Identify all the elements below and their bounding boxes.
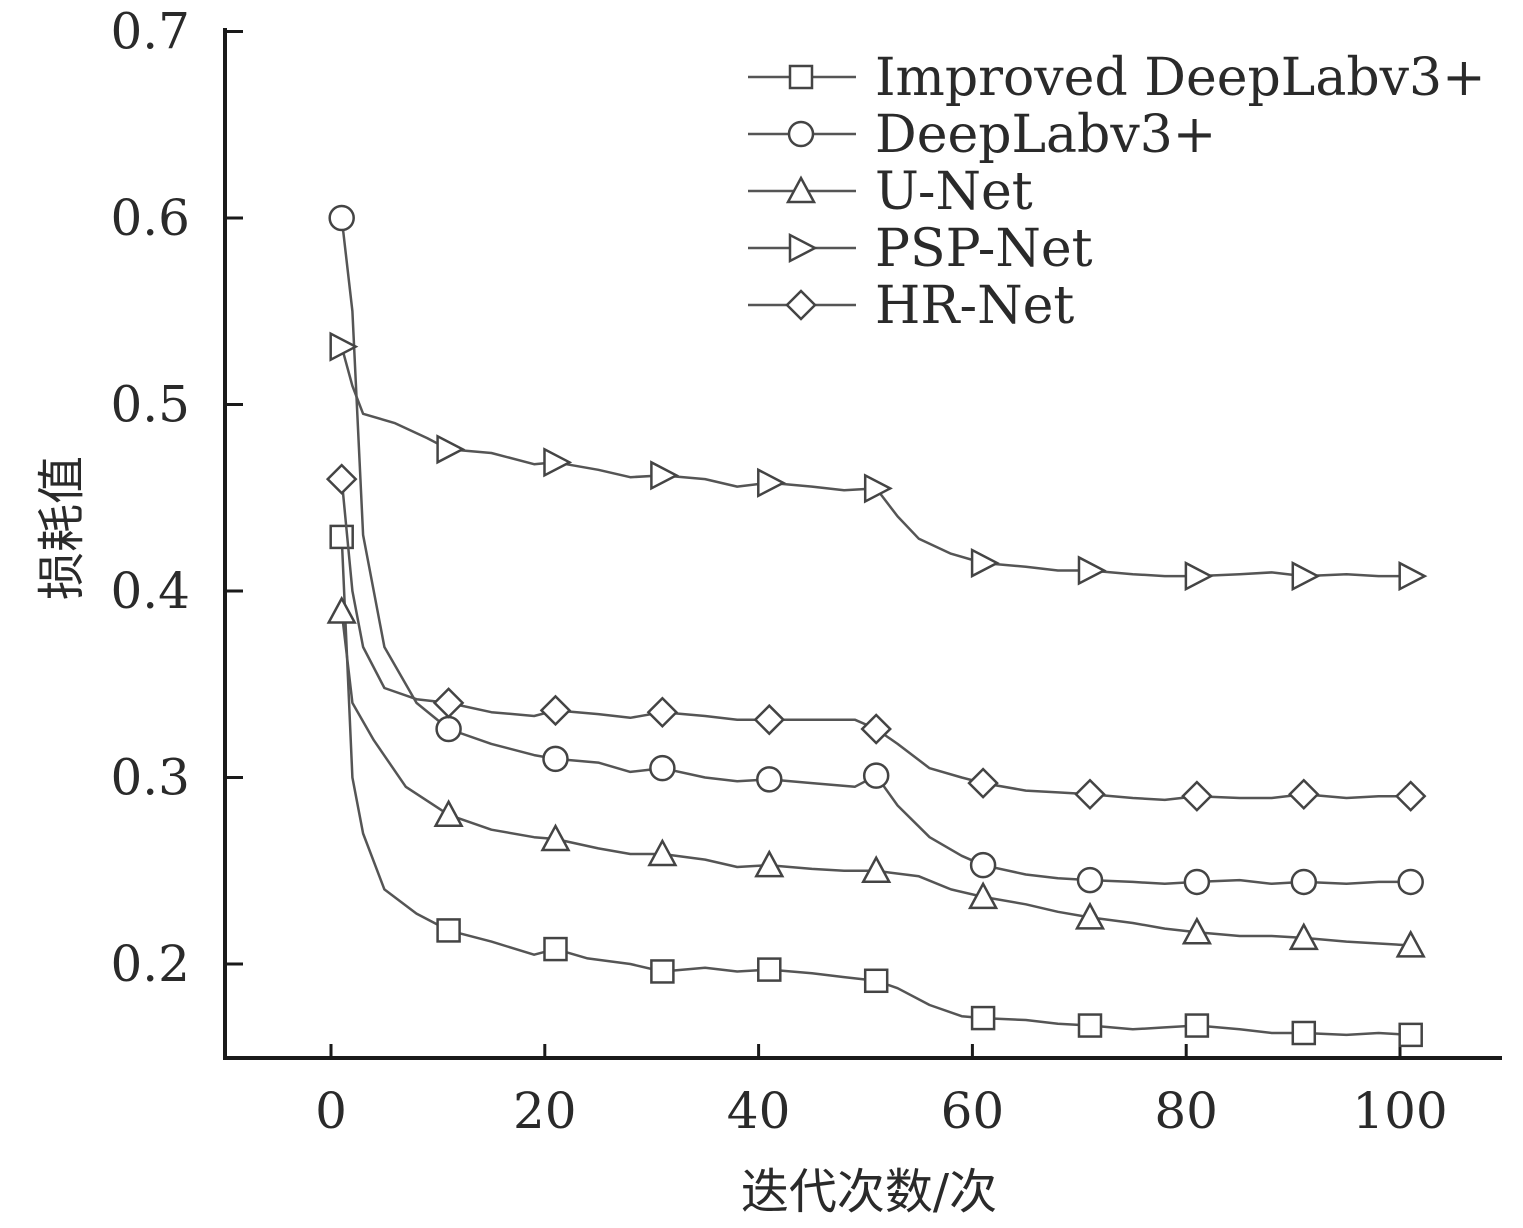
data-point-triangle-right [863, 473, 893, 504]
data-point-square [970, 1005, 996, 1031]
data-point-triangle-up [647, 838, 678, 867]
data-point-triangle-up [433, 799, 464, 828]
data-point-circle [649, 754, 676, 782]
y-tick-label: 0.5 [110, 376, 190, 434]
data-point-triangle-up [326, 595, 357, 624]
data-point-triangle-right [757, 467, 786, 498]
series-deeplabv3- [328, 204, 1424, 896]
data-point-triangle-right [1291, 561, 1321, 592]
data-point-diamond [1394, 780, 1427, 812]
legend: Improved DeepLabv3+DeepLabv3+U-NetPSP-Ne… [748, 48, 1486, 336]
data-point-diamond [967, 767, 999, 799]
data-point-circle [756, 766, 783, 793]
x-tick-label: 100 [1352, 1082, 1447, 1140]
data-point-triangle-right [329, 331, 359, 362]
legend-marker-diamond [785, 289, 817, 321]
data-point-triangle-right [1184, 561, 1214, 592]
data-point-circle [435, 715, 462, 743]
legend-item: DeepLabv3+ [748, 105, 1216, 165]
data-point-diamond [646, 696, 679, 728]
data-point-diamond [1074, 778, 1106, 811]
series-line [340, 611, 1411, 947]
y-tick-label: 0.3 [110, 749, 190, 807]
data-point-circle [542, 745, 569, 773]
x-tick-label: 40 [727, 1082, 791, 1140]
data-point-triangle-right [970, 547, 1000, 579]
x-tick-label: 60 [941, 1082, 1005, 1140]
data-point-triangle-up [540, 823, 571, 852]
data-point-triangle-up [861, 855, 892, 883]
x-tick-label: 80 [1154, 1082, 1218, 1140]
legend-item: Improved DeepLabv3+ [748, 48, 1486, 108]
data-point-triangle-up [1074, 901, 1106, 930]
series-line [340, 346, 1411, 578]
y-tick-label: 0.4 [110, 562, 190, 620]
data-point-diamond [860, 713, 892, 745]
data-point-square [436, 918, 461, 943]
data-point-circle [862, 762, 890, 789]
legend-item: U-Net [748, 162, 1033, 222]
data-point-triangle-up [1395, 929, 1426, 958]
legend-item: HR-Net [748, 276, 1074, 336]
legend-marker-triangle-right [788, 232, 818, 264]
data-point-triangle-right [543, 447, 573, 478]
series-hr-net [325, 463, 1427, 812]
series-improved-deeplabv3- [329, 524, 1423, 1048]
data-point-square [1184, 1013, 1210, 1038]
data-point-circle [1183, 868, 1211, 896]
legend-label: Improved DeepLabv3+ [875, 48, 1486, 108]
data-point-diamond [432, 687, 465, 719]
y-tick-label: 0.6 [110, 189, 190, 247]
y-tick-label: 0.2 [110, 935, 190, 993]
series-group [325, 204, 1428, 1048]
data-point-square [329, 524, 354, 550]
legend-marker-square [788, 64, 814, 90]
series-psp-net [329, 331, 1428, 592]
data-point-triangle-up [1181, 916, 1212, 945]
data-point-diamond [1288, 778, 1320, 811]
legend-item: PSP-Net [748, 219, 1093, 279]
ticks: 0 20 40 60 80 100 0.2 0.3 0.4 0.5 0.6 0.7 [110, 3, 1447, 1141]
y-tick-label: 0.7 [110, 3, 190, 61]
data-point-triangle-right [650, 460, 680, 491]
legend-label: U-Net [875, 162, 1033, 222]
data-point-triangle-up [1288, 922, 1319, 951]
data-point-triangle-right [1077, 555, 1107, 586]
data-point-square [757, 957, 782, 982]
legend-marker-triangle-up [785, 175, 817, 204]
x-tick-label: 20 [513, 1082, 577, 1140]
data-point-circle [1290, 868, 1318, 896]
legend-label: HR-Net [875, 276, 1074, 336]
data-point-circle [1397, 868, 1424, 896]
data-point-triangle-right [1398, 561, 1428, 592]
axes [223, 28, 1502, 1060]
data-point-square [1077, 1013, 1103, 1038]
data-point-triangle-up [967, 881, 999, 910]
series-u-net [326, 595, 1426, 958]
legend-label: PSP-Net [875, 219, 1093, 279]
data-point-circle [328, 204, 355, 232]
legend-label: DeepLabv3+ [875, 105, 1216, 165]
data-point-triangle-right [436, 434, 466, 465]
data-point-circle [1076, 866, 1104, 894]
x-tick-label: 0 [315, 1082, 347, 1140]
data-point-square [543, 936, 568, 962]
y-axis-title: 损耗值 [34, 456, 90, 600]
data-point-square [1398, 1022, 1423, 1048]
data-point-square [863, 968, 889, 994]
series-line [340, 536, 1411, 1037]
data-point-diamond [325, 463, 358, 495]
data-point-diamond [1181, 780, 1213, 812]
legend-marker-circle [787, 120, 815, 148]
x-axis-title: 迭代次数/次 [741, 1164, 997, 1220]
data-point-circle [969, 851, 997, 879]
data-point-diamond [753, 703, 786, 736]
data-point-triangle-up [754, 849, 785, 878]
series-line [340, 478, 1411, 802]
data-point-square [650, 959, 675, 984]
data-point-square [1291, 1020, 1317, 1046]
data-point-diamond [539, 694, 572, 727]
